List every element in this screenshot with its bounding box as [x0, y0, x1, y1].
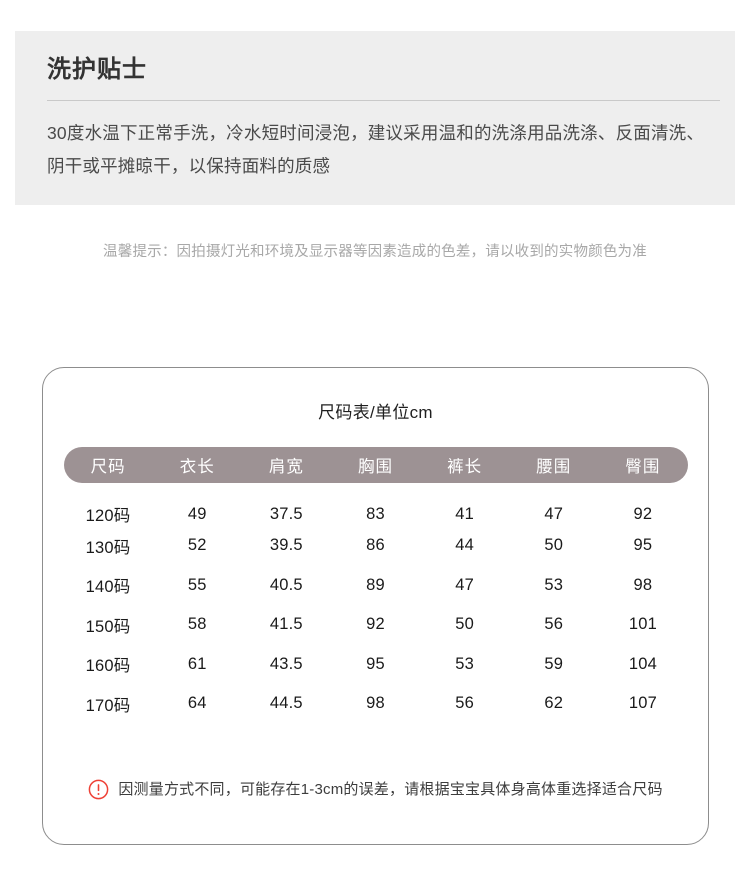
table-row: 170码 64 44.5 98 56 62 107 [64, 684, 688, 724]
size-chart-card: 尺码表/单位cm 尺码 衣长 肩宽 胸围 裤长 腰围 臀围 120码 49 37… [42, 367, 709, 845]
cell-top-length: 61 [187, 654, 207, 673]
cell-pants-length: 41 [455, 504, 475, 523]
cell-pants-length: 44 [455, 536, 475, 555]
cell-bust: 92 [366, 615, 385, 634]
cell-size: 160码 [85, 657, 131, 676]
table-row: 160码 61 43.5 95 53 59 104 [64, 645, 688, 685]
cell-size: 170码 [85, 696, 131, 715]
measurement-tolerance-note: 因测量方式不同，可能存在1-3cm的误差，请根据宝宝具体身高体重选择适合尺码 [43, 779, 708, 800]
table-row: 120码 49 37.5 83 41 47 92 [64, 483, 688, 526]
cell-pants-length: 56 [455, 694, 475, 713]
cell-top-length: 55 [187, 575, 207, 594]
cell-hip: 95 [633, 536, 653, 555]
cell-top-length: 49 [187, 504, 207, 523]
cell-pants-length: 53 [455, 654, 475, 673]
table-row: 130码 52 39.5 86 44 50 95 [64, 526, 688, 566]
cell-bust: 89 [366, 575, 385, 594]
cell-shoulder-width: 44.5 [269, 694, 303, 713]
size-chart-table: 尺码 衣长 肩宽 胸围 裤长 腰围 臀围 120码 49 37.5 83 41 … [63, 447, 688, 724]
cell-waist: 47 [544, 504, 564, 523]
care-instructions-text: 30度水温下正常手洗，冷水短时间浸泡，建议采用温和的洗涤用品洗涤、反面清洗、阴干… [47, 123, 705, 176]
cell-size: 120码 [85, 507, 131, 525]
column-header-pants-length: 裤长 [420, 447, 510, 483]
warning-circle-icon [89, 779, 109, 800]
cell-size: 150码 [85, 617, 131, 636]
cell-bust: 83 [366, 504, 385, 523]
column-header-top-length: 衣长 [152, 447, 242, 483]
color-difference-reminder: 温馨提示：因拍摄灯光和环境及显示器等因素造成的色差，请以收到的实物颜色为准 [103, 244, 647, 260]
cell-top-length: 64 [187, 694, 207, 713]
cell-bust: 95 [366, 654, 385, 673]
cell-size: 130码 [85, 538, 131, 557]
cell-shoulder-width: 41.5 [269, 615, 303, 634]
column-header-shoulder-width: 肩宽 [241, 447, 331, 483]
cell-hip: 101 [628, 615, 657, 634]
table-header-row: 尺码 衣长 肩宽 胸围 裤长 腰围 臀围 [63, 447, 688, 483]
cell-waist: 56 [544, 615, 564, 634]
column-header-size: 尺码 [63, 447, 153, 483]
table-row: 150码 58 41.5 92 50 56 101 [64, 605, 688, 645]
cell-waist: 53 [544, 575, 564, 594]
cell-shoulder-width: 40.5 [269, 575, 303, 594]
cell-pants-length: 50 [455, 615, 475, 634]
cell-size: 140码 [85, 578, 131, 597]
cell-shoulder-width: 39.5 [269, 536, 303, 555]
tolerance-note-text: 因测量方式不同，可能存在1-3cm的误差，请根据宝宝具体身高体重选择适合尺码 [118, 781, 663, 798]
wash-care-panel: 洗护贴士 30度水温下正常手洗，冷水短时间浸泡，建议采用温和的洗涤用品洗涤、反面… [15, 31, 735, 205]
cell-pants-length: 47 [455, 575, 475, 594]
cell-bust: 86 [366, 536, 385, 555]
column-header-hip: 臀围 [598, 447, 688, 483]
cell-shoulder-width: 43.5 [269, 654, 303, 673]
care-title-divider [47, 100, 720, 101]
size-chart-head: 尺码 衣长 肩宽 胸围 裤长 腰围 臀围 [63, 447, 688, 483]
cell-top-length: 52 [187, 536, 207, 555]
cell-hip: 107 [628, 694, 657, 713]
cell-hip: 104 [628, 654, 657, 673]
size-chart-title: 尺码表/单位cm [318, 403, 433, 422]
cell-top-length: 58 [187, 615, 207, 634]
column-header-bust: 胸围 [330, 447, 421, 483]
column-header-waist: 腰围 [509, 447, 599, 483]
cell-waist: 50 [544, 536, 564, 555]
cell-bust: 98 [366, 694, 385, 713]
cell-waist: 59 [544, 654, 564, 673]
cell-waist: 62 [544, 694, 564, 713]
care-title: 洗护贴士 [47, 56, 147, 83]
cell-hip: 98 [633, 575, 653, 594]
cell-shoulder-width: 37.5 [269, 504, 303, 523]
table-row: 140码 55 40.5 89 47 53 98 [64, 566, 688, 606]
cell-hip: 92 [633, 504, 653, 523]
size-chart-body: 120码 49 37.5 83 41 47 92 130码 52 39.5 86… [64, 483, 688, 724]
